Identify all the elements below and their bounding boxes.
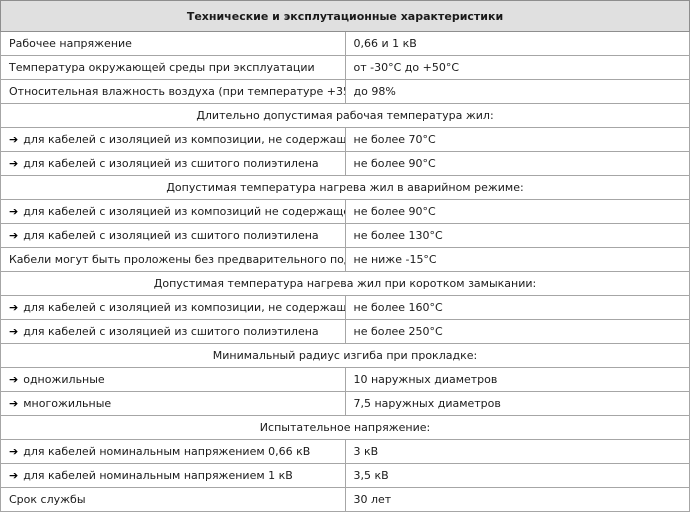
row-label-cell: Относительная влажность воздуха (при тем… [0,79,346,104]
row-value: от -30°С до +50°С [344,55,690,80]
arrow-right-icon: ➔ [9,229,19,242]
row-value: не более 130°С [344,223,690,248]
row-label-cell: ➔ для кабелей номинальным напряжением 1 к… [0,463,346,488]
row-value: 30 лет [344,487,690,512]
row-label-cell: Температура окружающей среды при эксплуа… [0,55,346,80]
table-row: Рабочее напряжение 0,66 и 1 кВ [0,31,690,56]
row-label-cell: ➔ для кабелей с изоляцией из сшитого поли… [0,151,346,176]
section-row: Испытательное напряжение: [0,415,690,440]
arrow-right-icon: ➔ [9,325,19,338]
row-label-cell: ➔ для кабелей номинальным напряжением 0,6… [0,439,346,464]
section-label: Минимальный радиус изгиба при прокладке: [0,343,690,368]
arrow-right-icon: ➔ [9,157,19,170]
row-value: до 98% [344,79,690,104]
table-row: ➔ для кабелей с изоляцией из композиции, … [0,295,690,320]
row-value: не более 90°С [344,151,690,176]
row-label: для кабелей номинальным напряжением 0,66… [23,445,311,458]
arrow-right-icon: ➔ [9,301,19,314]
section-label: Длительно допустимая рабочая температура… [0,103,690,128]
row-label-cell: ➔ для кабелей с изоляцией из сшитого поли… [0,319,346,344]
row-value: 3,5 кВ [344,463,690,488]
table-row: ➔ для кабелей с изоляцией из сшитого поли… [0,319,690,344]
row-label-cell: ➔ для кабелей с изоляцией из композиции, … [0,127,346,152]
table-row: ➔ многожильные 7,5 наружных диаметров [0,391,690,416]
section-label: Допустимая температура нагрева жил в ава… [0,175,690,200]
row-label-cell: Кабели могут быть проложены без предвари… [0,247,346,272]
table-row: ➔ для кабелей с изоляцией из композиции, … [0,127,690,152]
section-row: Длительно допустимая рабочая температура… [0,103,690,128]
row-value: 0,66 и 1 кВ [344,31,690,56]
row-value: не более 90°С [344,199,690,224]
arrow-right-icon: ➔ [9,133,19,146]
table-row: ➔ для кабелей номинальным напряжением 1 к… [0,463,690,488]
row-value: 10 наружных диаметров [344,367,690,392]
row-label-cell: ➔ для кабелей с изоляцией из композиции, … [0,295,346,320]
section-label: Допустимая температура нагрева жил при к… [0,271,690,296]
table-row: ➔ для кабелей с изоляцией из сшитого поли… [0,151,690,176]
row-value: не ниже -15°С [344,247,690,272]
row-label-cell: Рабочее напряжение [0,31,346,56]
table-row: Температура окружающей среды при эксплуа… [0,55,690,80]
table-body: Рабочее напряжение 0,66 и 1 кВ Температура… [0,31,690,512]
section-row: Допустимая температура нагрева жил при к… [0,271,690,296]
row-label: Рабочее напряжение [9,37,132,50]
row-label: для кабелей с изоляцией из композиции, н… [23,301,344,314]
table-row: ➔ для кабелей с изоляцией из сшитого поли… [0,223,690,248]
arrow-right-icon: ➔ [9,445,19,458]
section-row: Допустимая температура нагрева жил в ава… [0,175,690,200]
section-label: Испытательное напряжение: [0,415,690,440]
row-label-cell: Срок службы [0,487,346,512]
row-value: не более 250°С [344,319,690,344]
row-label: для кабелей с изоляцией из сшитого полиэ… [23,229,319,242]
row-label: для кабелей с изоляцией из композиций не… [23,205,344,218]
table-row: Относительная влажность воздуха (при тем… [0,79,690,104]
row-label: для кабелей номинальным напряжением 1 кВ [23,469,293,482]
table-row: ➔ для кабелей с изоляцией из композиций н… [0,199,690,224]
row-label: Относительная влажность воздуха (при тем… [9,85,345,98]
row-label: Температура окружающей среды при эксплуа… [9,61,315,74]
arrow-right-icon: ➔ [9,469,19,482]
row-label: многожильные [23,397,112,410]
row-value: 7,5 наружных диаметров [344,391,690,416]
row-label: Кабели могут быть проложены без предвари… [9,253,344,266]
row-label-cell: ➔ для кабелей с изоляцией из композиций н… [0,199,346,224]
row-value: не более 70°С [344,127,690,152]
table-row: Срок службы 30 лет [0,487,690,512]
row-value: 3 кВ [344,439,690,464]
row-value: не более 160°С [344,295,690,320]
row-label: для кабелей с изоляцией из композиции, н… [23,133,344,146]
row-label-cell: ➔ одножильные [0,367,346,392]
row-label: Срок службы [9,493,86,506]
table-row: Кабели могут быть проложены без предвари… [0,247,690,272]
table-title: Технические и эксплутационные характерис… [0,0,690,32]
arrow-right-icon: ➔ [9,373,19,386]
table-title-row: Технические и эксплутационные характерис… [0,0,690,32]
section-row: Минимальный радиус изгиба при прокладке: [0,343,690,368]
row-label: одножильные [23,373,105,386]
arrow-right-icon: ➔ [9,397,19,410]
row-label: для кабелей с изоляцией из сшитого полиэ… [23,157,319,170]
row-label-cell: ➔ для кабелей с изоляцией из сшитого поли… [0,223,346,248]
table-row: ➔ для кабелей номинальным напряжением 0,6… [0,439,690,464]
row-label-cell: ➔ многожильные [0,391,346,416]
table-row: ➔ одножильные 10 наружных диаметров [0,367,690,392]
arrow-right-icon: ➔ [9,205,19,218]
row-label: для кабелей с изоляцией из сшитого полиэ… [23,325,319,338]
